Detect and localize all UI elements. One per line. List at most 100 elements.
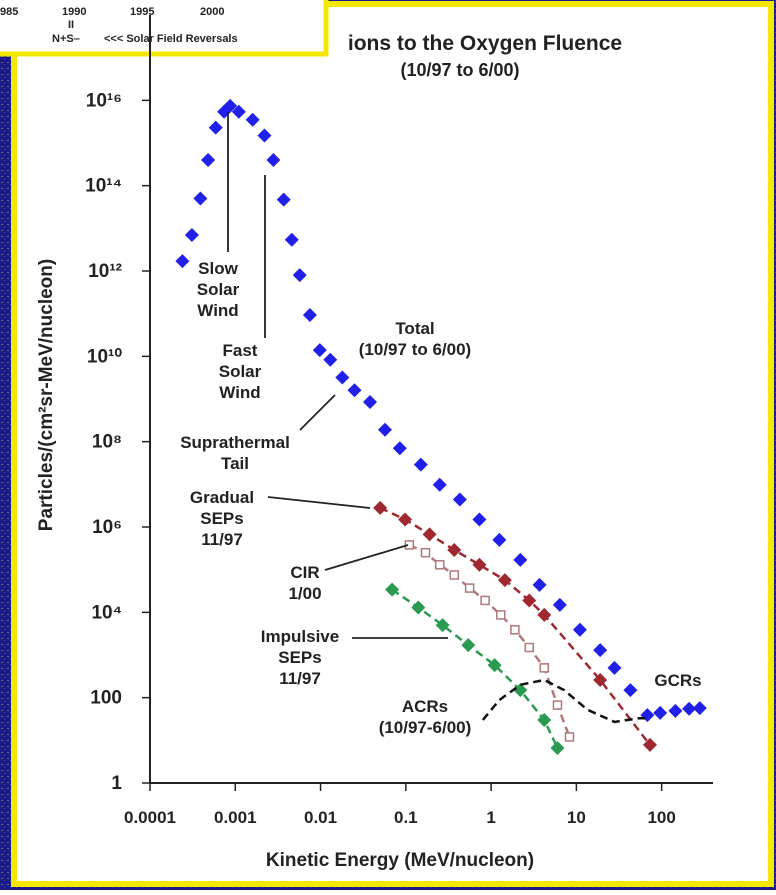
y-tick-label: 1 <box>111 773 122 794</box>
x-tick-label: 100 <box>647 808 675 827</box>
x-axis-label: Kinetic Energy (MeV/nucleon) <box>266 850 534 871</box>
point <box>231 104 246 119</box>
point <box>653 705 668 720</box>
point <box>643 737 658 752</box>
point <box>668 703 683 718</box>
point <box>593 643 608 658</box>
annotation: Total <box>395 319 434 338</box>
point <box>292 268 307 283</box>
point <box>552 597 567 612</box>
annotation: Solar <box>197 280 240 299</box>
point <box>432 477 447 492</box>
point <box>472 512 487 527</box>
point <box>497 573 512 588</box>
annotation: Slow <box>198 259 238 278</box>
point <box>257 128 272 143</box>
y-axis-label: Particles/(cm²sr-MeV/nucleon) <box>36 259 57 531</box>
point <box>175 254 190 269</box>
point <box>201 152 216 167</box>
annotation: Solar <box>219 362 262 381</box>
inset: 985 1990 1995 2000 II N+S– <<< Solar Fie… <box>0 0 329 57</box>
annotation: (10/97-6/00) <box>379 718 472 737</box>
y-tick-label: 100 <box>90 688 122 709</box>
inset-year: 2000 <box>200 6 224 18</box>
point <box>682 701 697 716</box>
point <box>623 683 638 698</box>
point <box>266 152 281 167</box>
point <box>422 527 437 542</box>
point <box>449 570 460 580</box>
point <box>347 383 362 398</box>
point <box>323 352 338 367</box>
point <box>385 582 400 597</box>
point <box>420 547 431 558</box>
point <box>564 732 575 742</box>
point <box>398 512 413 527</box>
y-tick-label: 10⁴ <box>91 602 122 623</box>
inset-box <box>0 0 329 57</box>
annotation: 1/00 <box>288 584 321 603</box>
point <box>373 500 388 515</box>
point <box>276 192 291 207</box>
annotation: Gradual <box>190 488 254 507</box>
point <box>492 532 507 547</box>
y-tick-label: 10⁸ <box>92 432 122 453</box>
chart-title: ions to the Oxygen Fluence <box>348 32 622 55</box>
point <box>452 492 467 507</box>
point <box>496 610 506 620</box>
inset-year: 985 <box>0 6 18 18</box>
annotation: Suprathermal <box>180 433 290 452</box>
point <box>184 227 199 242</box>
slide-panel <box>11 1 774 887</box>
chart-subtitle: (10/97 to 6/00) <box>400 60 519 80</box>
y-tick-label: 10¹⁰ <box>87 346 122 367</box>
point <box>487 658 502 673</box>
point <box>552 700 563 710</box>
annotation: ACRs <box>402 697 448 716</box>
annotation: Wind <box>197 301 238 320</box>
point <box>522 593 537 608</box>
annotation: (10/97 to 6/00) <box>359 340 471 359</box>
leader-line <box>299 394 336 431</box>
point <box>245 112 260 127</box>
point <box>550 741 565 756</box>
point <box>378 422 393 437</box>
y-tick-label: 10¹⁶ <box>86 90 122 111</box>
point <box>435 560 445 570</box>
point <box>302 308 317 323</box>
inset-year: 1995 <box>130 6 154 18</box>
point <box>223 98 238 113</box>
point <box>532 577 547 592</box>
point <box>524 642 534 653</box>
series-line <box>481 678 649 724</box>
point <box>513 683 528 698</box>
series-line <box>391 588 559 749</box>
x-tick-label: 0.1 <box>394 808 418 827</box>
point <box>537 607 552 622</box>
point <box>362 395 377 410</box>
point <box>413 457 428 472</box>
annotation: Tail <box>221 454 249 473</box>
annotation: 11/97 <box>201 530 243 549</box>
annotation: 11/97 <box>279 669 321 688</box>
point <box>537 712 552 727</box>
annotation: Impulsive <box>261 627 339 646</box>
point <box>539 663 550 673</box>
inset-year: 1990 <box>62 6 86 18</box>
point <box>572 622 587 637</box>
annotation: Fast <box>223 341 258 360</box>
point <box>593 672 608 687</box>
annotation: SEPs <box>200 509 243 528</box>
point <box>435 618 450 633</box>
point <box>464 583 475 593</box>
point <box>335 370 350 385</box>
annotation: Wind <box>219 383 260 402</box>
point <box>447 542 462 557</box>
point <box>392 441 407 456</box>
y-tick-label: 10¹⁴ <box>85 176 122 197</box>
inset-mark: II <box>68 19 74 31</box>
point <box>193 191 208 206</box>
point <box>513 552 528 567</box>
inset-polarity: N+S– <box>52 33 80 45</box>
